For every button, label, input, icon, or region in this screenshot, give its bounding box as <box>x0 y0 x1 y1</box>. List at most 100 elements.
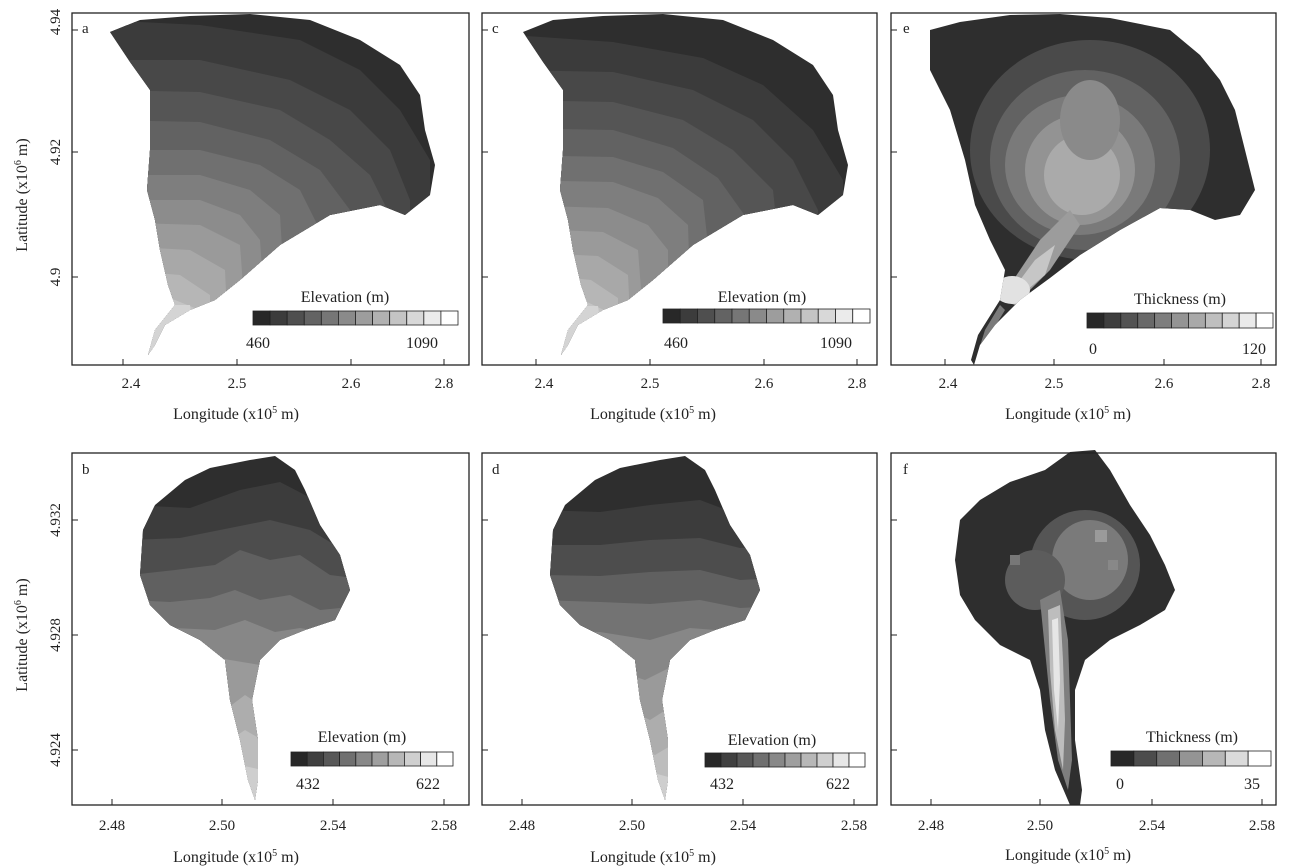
x-tick-label-c-1: 2.5 <box>641 376 660 392</box>
colorbar-min-c: 460 <box>664 335 688 352</box>
colorbar-b-step-5 <box>371 751 389 767</box>
colorbar-min-e: 0 <box>1089 341 1097 358</box>
y-ticks-a <box>72 29 78 278</box>
panel-b: b 2.48 2.50 2.54 2.58 4.932 4.928 4.924 … <box>13 452 470 866</box>
panel-e: e 2.4 2.5 2.6 2.8 Longitude (x105 m) Thi… <box>890 12 1277 423</box>
colorbar-e-step-0 <box>1086 312 1105 329</box>
colorbar-c-step-0 <box>662 308 681 324</box>
colorbar-b-step-2 <box>322 751 340 767</box>
colorbar-f-step-0 <box>1110 750 1135 767</box>
x-tick-label-a-3: 2.8 <box>435 376 454 392</box>
y-axis-label-b: Latitude (x106 m) <box>13 578 31 691</box>
colorbar-max-b: 622 <box>416 776 440 793</box>
colorbar-title-c: Elevation (m) <box>718 289 806 306</box>
x-tick-label-d-3: 2.58 <box>841 818 867 834</box>
colorbar-e-step-1 <box>1103 312 1122 329</box>
y-tick-label-b-0: 4.932 <box>48 503 64 537</box>
colorbar-d-step-9 <box>848 752 866 768</box>
y-ticks-d <box>482 519 488 751</box>
colorbar-a-step-8 <box>389 310 408 326</box>
colorbar-b-step-0 <box>290 751 308 767</box>
x-tick-label-e-1: 2.5 <box>1045 376 1064 392</box>
colorbar-b-step-6 <box>387 751 405 767</box>
colorbar-f-step-2 <box>1156 750 1180 767</box>
panel-label-a: a <box>82 21 89 37</box>
colorbar-a-step-7 <box>372 310 391 326</box>
colorbar-title-d: Elevation (m) <box>728 732 816 749</box>
x-ticks-d <box>521 799 855 805</box>
x-tick-label-f-0: 2.48 <box>918 818 944 834</box>
colorbar-d-step-8 <box>832 752 850 768</box>
colorbar-c-step-3 <box>714 308 733 324</box>
colorbar-a-step-3 <box>303 310 322 326</box>
colorbar-a-step-6 <box>355 310 373 326</box>
colorbar-b-step-8 <box>420 751 438 767</box>
panel-label-b: b <box>82 462 90 478</box>
colorbar-d-step-0 <box>704 752 722 768</box>
y-ticks-c <box>482 29 488 278</box>
x-axis-label-b: Longitude (x105 m) <box>173 848 299 866</box>
colorbar-a-step-5 <box>338 310 356 326</box>
colorbar-min-b: 432 <box>296 776 320 793</box>
colorbar-b-step-4 <box>355 751 373 767</box>
x-tick-label-b-0: 2.48 <box>99 818 125 834</box>
x-tick-label-c-0: 2.4 <box>535 376 554 392</box>
plot-frame-c <box>481 12 878 366</box>
panel-a: a 2.4 2.5 2.6 2.8 4.94 4.92 4.9 Latitude… <box>13 8 470 423</box>
y-tick-label-b-1: 4.928 <box>48 618 64 652</box>
colorbar-d-step-3 <box>752 752 770 768</box>
colorbar-title-e: Thickness (m) <box>1134 291 1226 308</box>
x-tick-label-d-1: 2.50 <box>619 818 645 834</box>
colorbar-f-step-5 <box>1224 750 1249 767</box>
y-ticks-e <box>891 29 897 278</box>
colorbar-c-step-6 <box>766 308 785 324</box>
colorbar-c-step-8 <box>800 308 819 324</box>
colorbar-title-b: Elevation (m) <box>318 729 406 746</box>
colorbar-b-step-9 <box>436 751 454 767</box>
x-tick-label-a-1: 2.5 <box>228 376 247 392</box>
colorbar-e-step-10 <box>1255 312 1274 329</box>
colorbar-d-step-5 <box>784 752 802 768</box>
colorbar-d-step-1 <box>720 752 738 768</box>
colorbar-d-step-7 <box>816 752 834 768</box>
colorbar-a <box>252 310 459 326</box>
x-tick-label-d-0: 2.48 <box>509 818 535 834</box>
colorbar-a-step-2 <box>286 310 305 326</box>
x-tick-label-c-3: 2.8 <box>848 376 867 392</box>
colorbar-min-d: 432 <box>710 776 734 793</box>
colorbar-f-step-4 <box>1202 750 1226 767</box>
panel-label-d: d <box>492 462 500 478</box>
colorbar-e-step-3 <box>1137 312 1156 329</box>
colorbar-max-a: 1090 <box>406 335 438 352</box>
colorbar-a-step-1 <box>269 310 288 326</box>
panel-label-e: e <box>903 21 910 37</box>
x-tick-label-e-3: 2.8 <box>1252 376 1271 392</box>
x-ticks-b <box>111 799 445 805</box>
x-ticks-f <box>930 799 1263 805</box>
x-tick-label-d-2: 2.54 <box>730 818 757 834</box>
colorbar-a-step-4 <box>320 310 339 326</box>
x-tick-label-c-2: 2.6 <box>755 376 774 392</box>
colorbar-max-f: 35 <box>1244 776 1260 793</box>
x-tick-label-b-1: 2.50 <box>209 818 235 834</box>
x-ticks-c <box>535 359 858 365</box>
y-axis-label-a: Latitude (x106 m) <box>13 138 31 251</box>
colorbar-e <box>1086 312 1274 329</box>
colorbar-b <box>290 751 454 767</box>
colorbar-e-step-6 <box>1188 312 1206 329</box>
x-tick-label-f-1: 2.50 <box>1027 818 1053 834</box>
colorbar-c-step-4 <box>731 308 750 324</box>
x-ticks-e <box>944 359 1262 365</box>
colorbar-d-step-6 <box>800 752 818 768</box>
colorbar-c-step-11 <box>852 308 871 324</box>
colorbar-c-step-5 <box>748 308 767 324</box>
plot-frame-e <box>890 12 1277 366</box>
colorbar-f-step-6 <box>1247 750 1272 767</box>
y-ticks-b <box>72 519 78 751</box>
x-tick-label-e-2: 2.6 <box>1155 376 1174 392</box>
colorbar-c-step-2 <box>697 308 716 324</box>
colorbar-b-step-1 <box>306 751 324 767</box>
colorbar-max-e: 120 <box>1242 341 1266 358</box>
x-tick-label-b-2: 2.54 <box>320 818 347 834</box>
